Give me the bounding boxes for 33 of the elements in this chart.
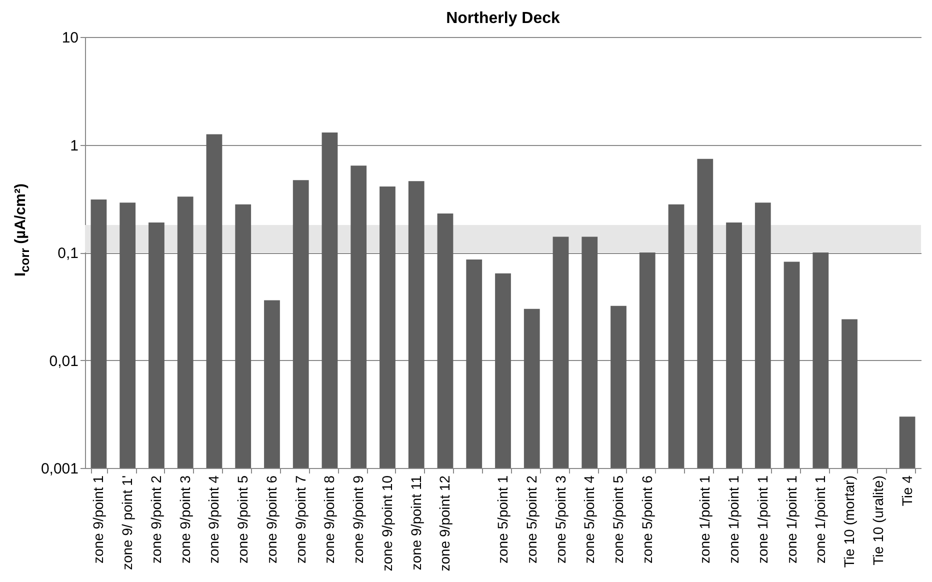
x-tick-label: zone 9/point 11 xyxy=(408,475,424,570)
x-tick-label: zone 1/point 1 xyxy=(812,475,828,564)
x-tick-label: zone 5/point 6 xyxy=(638,475,655,564)
x-tick-label: zone 9/point 6 xyxy=(263,475,280,564)
x-tick-label: zone 5/point 4 xyxy=(581,475,598,564)
y-tick-label: 0,01 xyxy=(49,352,78,370)
x-tick-label: zone 5/point 5 xyxy=(610,475,626,564)
x-tick-label: zone 9/point 7 xyxy=(292,475,308,564)
y-tick-label: 10 xyxy=(62,30,78,46)
x-tick-label: zone 1/point 1 xyxy=(783,475,800,564)
x-tick-label: zone 5/point 3 xyxy=(552,475,568,564)
x-tick-label: zone 9/point 1 xyxy=(90,475,106,564)
x-tick-label: zone 5/point 1 xyxy=(494,475,510,564)
x-tick-label: Tie 10 (uralite) xyxy=(870,476,886,566)
x-tick-label: zone 9/point 9 xyxy=(350,475,366,564)
x-tick-label: zone 9/point 2 xyxy=(148,475,164,564)
x-tick-label: zone 1/point 1 xyxy=(726,475,742,564)
x-tick-label: zone 9/point 4 xyxy=(206,475,222,564)
y-tick-label: 0,1 xyxy=(58,245,78,262)
y-tick-label: 1 xyxy=(70,137,78,154)
x-tick-label: zone 9/point 10 xyxy=(378,475,395,572)
x-tick-label: zone 9/ point 1' xyxy=(119,476,136,570)
y-tick-label: 0,001 xyxy=(40,460,78,478)
x-tick-label: zone 9/point 5 xyxy=(234,475,251,564)
x-tick-label: zone 9/point 3 xyxy=(176,475,193,564)
x-tick-label: zone 1/point 1 xyxy=(754,475,770,564)
x-tick-label: Tie 4 xyxy=(898,475,915,506)
chart-title: Northerly Deck xyxy=(446,10,560,27)
x-tick-label: Tie 10 (mortar) xyxy=(841,476,858,568)
x-tick-label: zone 1/point 1 xyxy=(696,475,713,564)
x-tick-label: zone 9/point 8 xyxy=(321,475,338,564)
x-tick-label: zone 5/point 2 xyxy=(523,475,540,564)
x-tick-label: zone 9/point 12 xyxy=(436,475,453,572)
